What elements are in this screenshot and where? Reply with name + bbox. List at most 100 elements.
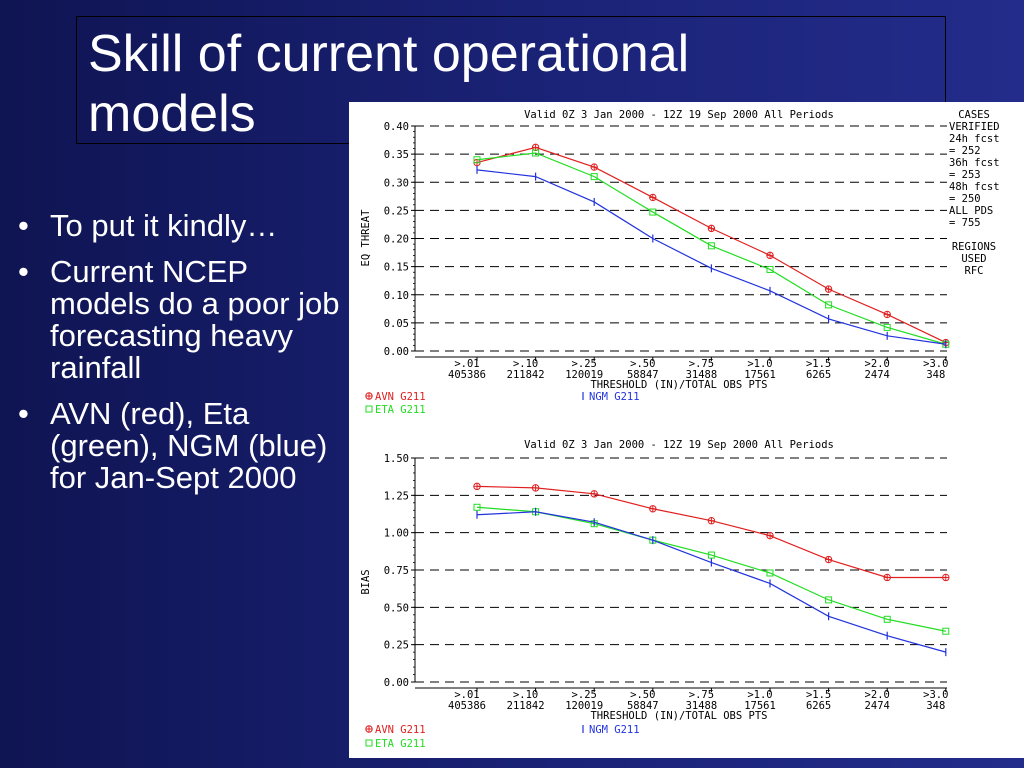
- legend-marker: [365, 739, 373, 747]
- cases-info-line: = 755: [949, 217, 981, 229]
- y-tick-label: 0.10: [384, 290, 409, 302]
- x-tick-label: >.10: [513, 689, 538, 701]
- y-tick-label: 1.25: [384, 490, 409, 502]
- x-obs-count-label: 58847: [627, 700, 659, 712]
- x-obs-count-label: 2474: [865, 369, 890, 381]
- x-obs-count-label: 348: [926, 369, 945, 381]
- data-point: [590, 490, 598, 498]
- y-tick-label: 0.00: [384, 677, 409, 689]
- y-tick-label: 1.50: [384, 453, 409, 465]
- cases-info-line: = 252: [949, 145, 981, 157]
- charts-svg: Valid 0Z 3 Jan 2000 - 12Z 19 Sep 2000 Al…: [360, 109, 1000, 750]
- cases-info-line: = 253: [949, 169, 981, 181]
- series-line: [476, 511, 946, 653]
- y-tick-label: 0.15: [384, 262, 409, 274]
- x-tick-label: >.25: [572, 689, 597, 701]
- legend-label: NGM G211: [589, 391, 640, 403]
- data-point: [532, 149, 540, 157]
- data-point: [649, 505, 657, 513]
- data-point: [473, 503, 481, 511]
- x-obs-count-label: 31488: [686, 369, 718, 381]
- x-tick-label: >.01: [454, 358, 479, 370]
- y-tick-label: 0.25: [384, 205, 409, 217]
- data-point: [942, 573, 950, 582]
- x-obs-count-label: 31488: [686, 700, 718, 712]
- cases-info-line: 24h fcst: [949, 133, 1000, 145]
- x-obs-count-label: 6265: [806, 369, 831, 381]
- bullet-icon: •: [18, 254, 29, 289]
- bullet-item: • Current NCEP models do a poor job forec…: [18, 256, 343, 384]
- data-point: [707, 517, 716, 525]
- legend-label: AVN G211: [375, 724, 426, 736]
- y-axis-title: EQ THREAT: [360, 209, 372, 267]
- x-obs-count-label: 120019: [565, 369, 603, 381]
- cases-info-line: VERIFIED: [949, 121, 1000, 133]
- y-tick-label: 1.00: [384, 528, 409, 540]
- data-point: [825, 301, 833, 309]
- data-point: [824, 285, 833, 293]
- data-point: [766, 569, 774, 577]
- x-tick-label: >.01: [454, 689, 479, 701]
- legend-marker: [365, 405, 373, 413]
- data-point: [590, 163, 598, 171]
- series-line: [476, 146, 947, 344]
- x-tick-label: >.10: [513, 358, 538, 370]
- y-tick-label: 0.35: [384, 149, 409, 161]
- x-tick-label: >1.0: [747, 689, 772, 701]
- y-tick-label: 0.05: [384, 318, 409, 330]
- data-point: [531, 143, 540, 152]
- x-obs-count-label: 120019: [565, 700, 603, 712]
- data-point: [707, 224, 716, 233]
- data-point: [766, 265, 774, 273]
- bullet-icon: •: [18, 396, 29, 431]
- x-axis-title: THRESHOLD (IN)/TOTAL OBS PTS: [590, 379, 767, 391]
- x-obs-count-label: 2474: [865, 700, 890, 712]
- y-tick-label: 0.50: [384, 602, 409, 614]
- data-point: [883, 573, 891, 582]
- x-tick-label: >.75: [689, 358, 714, 370]
- cases-info-line: = 250: [949, 193, 981, 205]
- x-tick-label: >.75: [689, 689, 714, 701]
- chart-title: Valid 0Z 3 Jan 2000 - 12Z 19 Sep 2000 Al…: [524, 109, 834, 121]
- data-point: [824, 555, 833, 564]
- bullet-item: • To put it kindly…: [18, 210, 343, 242]
- legend-marker: [365, 725, 373, 733]
- cases-info-line: REGIONS: [952, 241, 996, 253]
- bullet-item: • AVN (red), Eta (green), NGM (blue) for …: [18, 398, 343, 494]
- legend-label: AVN G211: [375, 391, 426, 403]
- x-tick-label: >3.0: [923, 358, 948, 370]
- x-obs-count-label: 6265: [806, 700, 831, 712]
- legend-label: ETA G211: [375, 404, 426, 416]
- data-point: [649, 193, 657, 202]
- data-point: [649, 208, 657, 216]
- data-point: [942, 627, 950, 635]
- x-tick-label: >3.0: [923, 689, 948, 701]
- x-tick-label: >2.0: [865, 689, 890, 701]
- x-tick-label: >.50: [630, 689, 655, 701]
- cases-info-line: CASES: [958, 109, 990, 121]
- x-obs-count-label: 405386: [448, 369, 486, 381]
- x-tick-label: >1.5: [806, 689, 831, 701]
- legend-marker: [365, 392, 373, 400]
- series-line: [476, 152, 946, 345]
- x-tick-label: >2.0: [865, 358, 890, 370]
- legend-label: NGM G211: [589, 724, 640, 736]
- bullet-icon: •: [18, 208, 29, 243]
- chart-panel: Valid 0Z 3 Jan 2000 - 12Z 19 Sep 2000 Al…: [349, 102, 1024, 758]
- cases-info-line: ALL PDS: [949, 205, 993, 217]
- cases-info-line: 36h fcst: [949, 157, 1000, 169]
- chart-title: Valid 0Z 3 Jan 2000 - 12Z 19 Sep 2000 Al…: [524, 439, 834, 451]
- bullet-text: AVN (red), Eta (green), NGM (blue) for J…: [50, 396, 328, 495]
- y-axis-title: BIAS: [360, 569, 372, 594]
- x-tick-label: >1.5: [806, 358, 831, 370]
- cases-info-line: USED: [961, 253, 986, 265]
- data-point: [707, 242, 715, 250]
- y-tick-label: 0.30: [384, 177, 409, 189]
- x-obs-count-label: 405386: [448, 700, 486, 712]
- x-obs-count-label: 17561: [744, 700, 776, 712]
- legend-label: ETA G211: [375, 738, 426, 750]
- y-tick-label: 0.25: [384, 640, 409, 652]
- series-line: [476, 506, 946, 632]
- data-point: [766, 531, 774, 540]
- cases-info-line: 48h fcst: [949, 181, 1000, 193]
